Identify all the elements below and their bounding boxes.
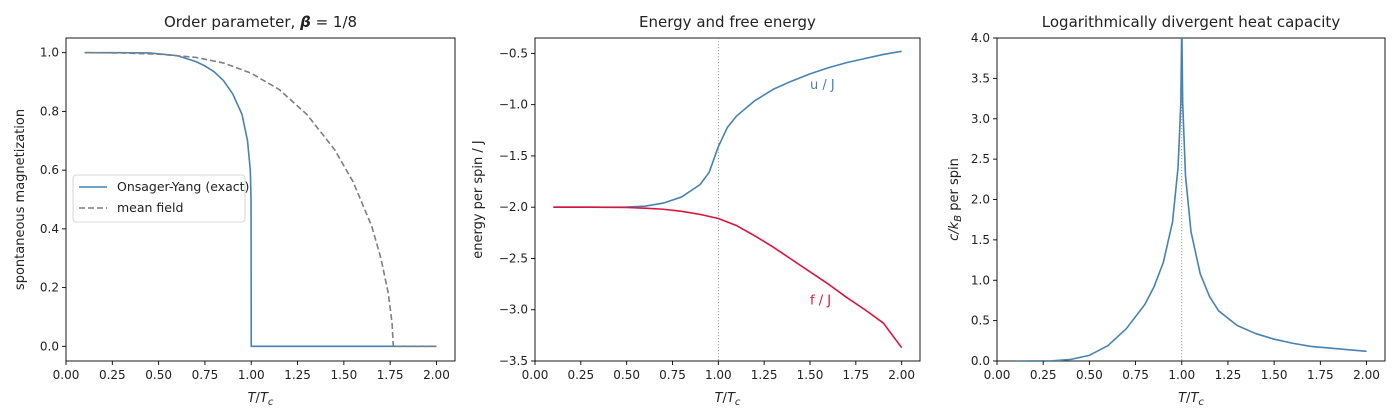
- chart-title: Energy and free energy: [639, 13, 816, 31]
- x-tick-label: 1.00: [705, 368, 732, 382]
- chart-panel-3: 0.00 0.25 0.50 0.75 1.00 1.25 1.50 1.75 2.00 0.0 0…: [947, 13, 1386, 408]
- y-tick-label: −2.0: [499, 200, 528, 214]
- axes-frame: [996, 37, 1386, 362]
- x-tick-label: 0.50: [613, 368, 640, 382]
- x-tick-label: 0.00: [53, 368, 80, 382]
- x-tick-label: 0.25: [99, 368, 126, 382]
- chart-panel-1: 0.00 0.25 0.50 0.75 1.00 1.25 1.50 1.75 2.00 0.0 0…: [13, 13, 456, 408]
- x-tick-label: 2.00: [1353, 368, 1380, 382]
- series-line-1: [553, 50, 902, 208]
- x-tick-label: 1.00: [238, 368, 265, 382]
- y-tick-label: 0.6: [40, 163, 59, 177]
- x-tick-label: 1.50: [797, 368, 824, 382]
- y-tick-label: 3.0: [971, 112, 990, 126]
- x-tick-label: 1.00: [1168, 368, 1195, 382]
- series-line-1: [1015, 38, 1367, 361]
- x-tick-label: 0.25: [1030, 368, 1057, 382]
- legend-label-mean-field: mean field: [117, 200, 183, 215]
- series-line-1: [84, 51, 437, 348]
- series-annotation: u / J: [810, 78, 835, 93]
- y-tick-label: 1.0: [971, 273, 990, 287]
- series-annotation: f / J: [810, 293, 831, 308]
- y-tick-label: −2.5: [499, 251, 528, 265]
- y-tick-label: 1.5: [971, 233, 990, 247]
- x-tick-label: 1.25: [751, 368, 778, 382]
- x-tick-label: 1.25: [1215, 368, 1242, 382]
- x-tick-label: 0.75: [659, 368, 686, 382]
- x-tick-label: 0.50: [1076, 368, 1103, 382]
- axes-frame: [534, 37, 921, 362]
- y-tick-label: 0.0: [40, 339, 59, 353]
- y-axis-label: spontaneous magnetization: [13, 109, 28, 290]
- y-tick-label: 0.0: [971, 354, 990, 368]
- y-tick-label: 3.5: [971, 71, 990, 85]
- x-tick-label: 1.75: [842, 368, 869, 382]
- x-tick-label: 0.50: [145, 368, 172, 382]
- y-tick-label: 0.5: [971, 314, 990, 328]
- x-axis-label: T/Tc: [715, 391, 741, 408]
- y-axis-label: c/kB per spin: [947, 158, 964, 241]
- y-axis-label: energy per spin / J: [471, 140, 486, 259]
- x-tick-label: 1.50: [330, 368, 357, 382]
- chart-title: Order parameter, β = 1/8: [164, 13, 357, 31]
- y-tick-label: −0.5: [499, 46, 528, 60]
- x-tick-label: 0.00: [522, 368, 549, 382]
- y-tick-label: 2.5: [971, 152, 990, 166]
- y-tick-label: 1.0: [40, 46, 59, 60]
- x-axis-label: T/Tc: [248, 391, 274, 408]
- series-line-2: [553, 206, 903, 349]
- x-tick-label: 1.75: [377, 368, 404, 382]
- x-tick-label: 0.75: [192, 368, 219, 382]
- chart-panel-2: 0.00 0.25 0.50 0.75 1.00 1.25 1.50 1.75 2.00 −0.5…: [471, 13, 921, 408]
- y-tick-label: 2.0: [971, 193, 990, 207]
- x-tick-label: 0.25: [567, 368, 594, 382]
- series-line-2: [84, 51, 437, 348]
- x-tick-label: 1.75: [1307, 368, 1334, 382]
- x-tick-label: 0.00: [984, 368, 1011, 382]
- y-tick-label: 4.0: [971, 31, 990, 45]
- x-tick-label: 1.50: [1261, 368, 1288, 382]
- x-tick-label: 2.00: [423, 368, 450, 382]
- y-tick-label: −3.0: [499, 303, 528, 317]
- y-tick-label: 0.2: [40, 281, 59, 295]
- y-tick-label: −1.0: [499, 98, 528, 112]
- y-tick-label: 0.8: [40, 104, 59, 118]
- legend-label-exact: Onsager-Yang (exact): [117, 179, 249, 194]
- y-tick-label: −3.5: [499, 354, 528, 368]
- x-tick-label: 2.00: [888, 368, 915, 382]
- legend-box: [72, 174, 246, 223]
- x-axis-label: T/Tc: [1178, 391, 1204, 408]
- legend: Onsager-Yang (exact) mean field: [72, 174, 249, 223]
- axes-frame: [65, 37, 456, 362]
- chart-title: Logarithmically divergent heat capacity: [1042, 13, 1341, 31]
- y-tick-label: −1.5: [499, 149, 528, 163]
- y-tick-label: 0.4: [40, 222, 59, 236]
- x-tick-label: 1.25: [284, 368, 311, 382]
- x-tick-label: 0.75: [1122, 368, 1149, 382]
